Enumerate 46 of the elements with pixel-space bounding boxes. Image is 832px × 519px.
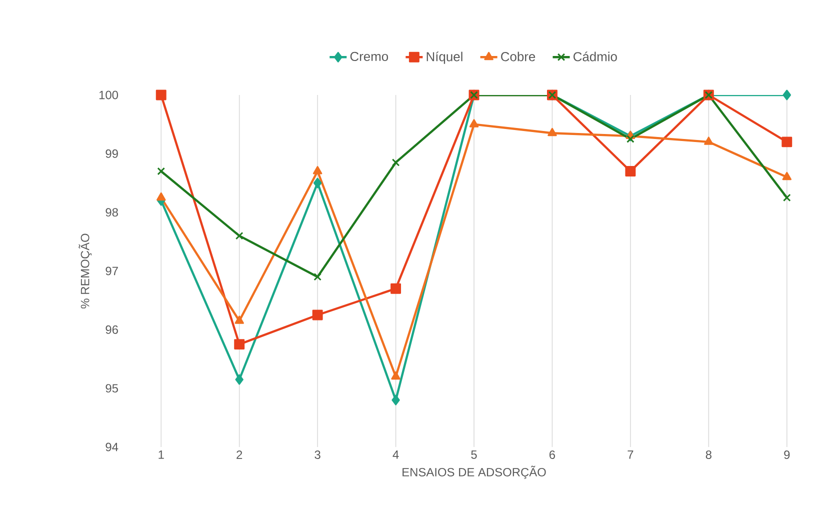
- point: [234, 339, 245, 350]
- point: [314, 272, 322, 281]
- point: [548, 128, 557, 136]
- point: [782, 172, 792, 180]
- point: [156, 192, 166, 201]
- point: [392, 394, 400, 406]
- point: [392, 158, 400, 166]
- point: [312, 310, 323, 320]
- legend-label: Cádmio: [574, 52, 617, 62]
- y-tick-label: 98: [106, 208, 118, 217]
- y-tick-label: 96: [106, 325, 118, 334]
- point: [391, 371, 400, 380]
- point: [312, 166, 322, 174]
- x-tick-label: 8: [706, 450, 712, 459]
- point: [156, 90, 166, 100]
- point: [235, 374, 244, 385]
- x-tick-label: 3: [314, 450, 320, 459]
- point: [704, 136, 714, 145]
- x-tick-label: 1: [158, 450, 164, 459]
- legend-label: Níquel: [426, 52, 462, 64]
- point: [782, 194, 791, 202]
- point: [782, 136, 792, 148]
- point: [625, 166, 636, 176]
- x-tick-label: 4: [392, 450, 399, 459]
- y-tick-label: 99: [106, 149, 118, 158]
- point: [782, 90, 791, 100]
- y-tick-label: 95: [106, 384, 118, 393]
- legend-label: Cobre: [501, 52, 536, 62]
- y-tick-label: 97: [106, 266, 118, 276]
- x-tick-label: 5: [471, 450, 477, 459]
- y-tick-label: 100: [99, 90, 118, 100]
- point: [157, 167, 166, 176]
- x-tick-label: 9: [784, 450, 790, 459]
- x-tick-label: 6: [550, 450, 556, 459]
- point: [313, 178, 322, 188]
- x-tick-label: 2: [236, 450, 242, 459]
- point: [390, 283, 402, 294]
- x-tick-label: 7: [628, 450, 634, 459]
- y-tick-label: 94: [106, 442, 118, 452]
- y-axis-title: % REMOÇÃO: [78, 234, 92, 308]
- point: [626, 135, 634, 143]
- point: [234, 316, 244, 324]
- legend-label: Cremo: [350, 52, 388, 62]
- point: [235, 232, 244, 240]
- x-axis-title: ENSAIOS DE ADSORÇÃO: [402, 466, 546, 479]
- point: [469, 119, 479, 128]
